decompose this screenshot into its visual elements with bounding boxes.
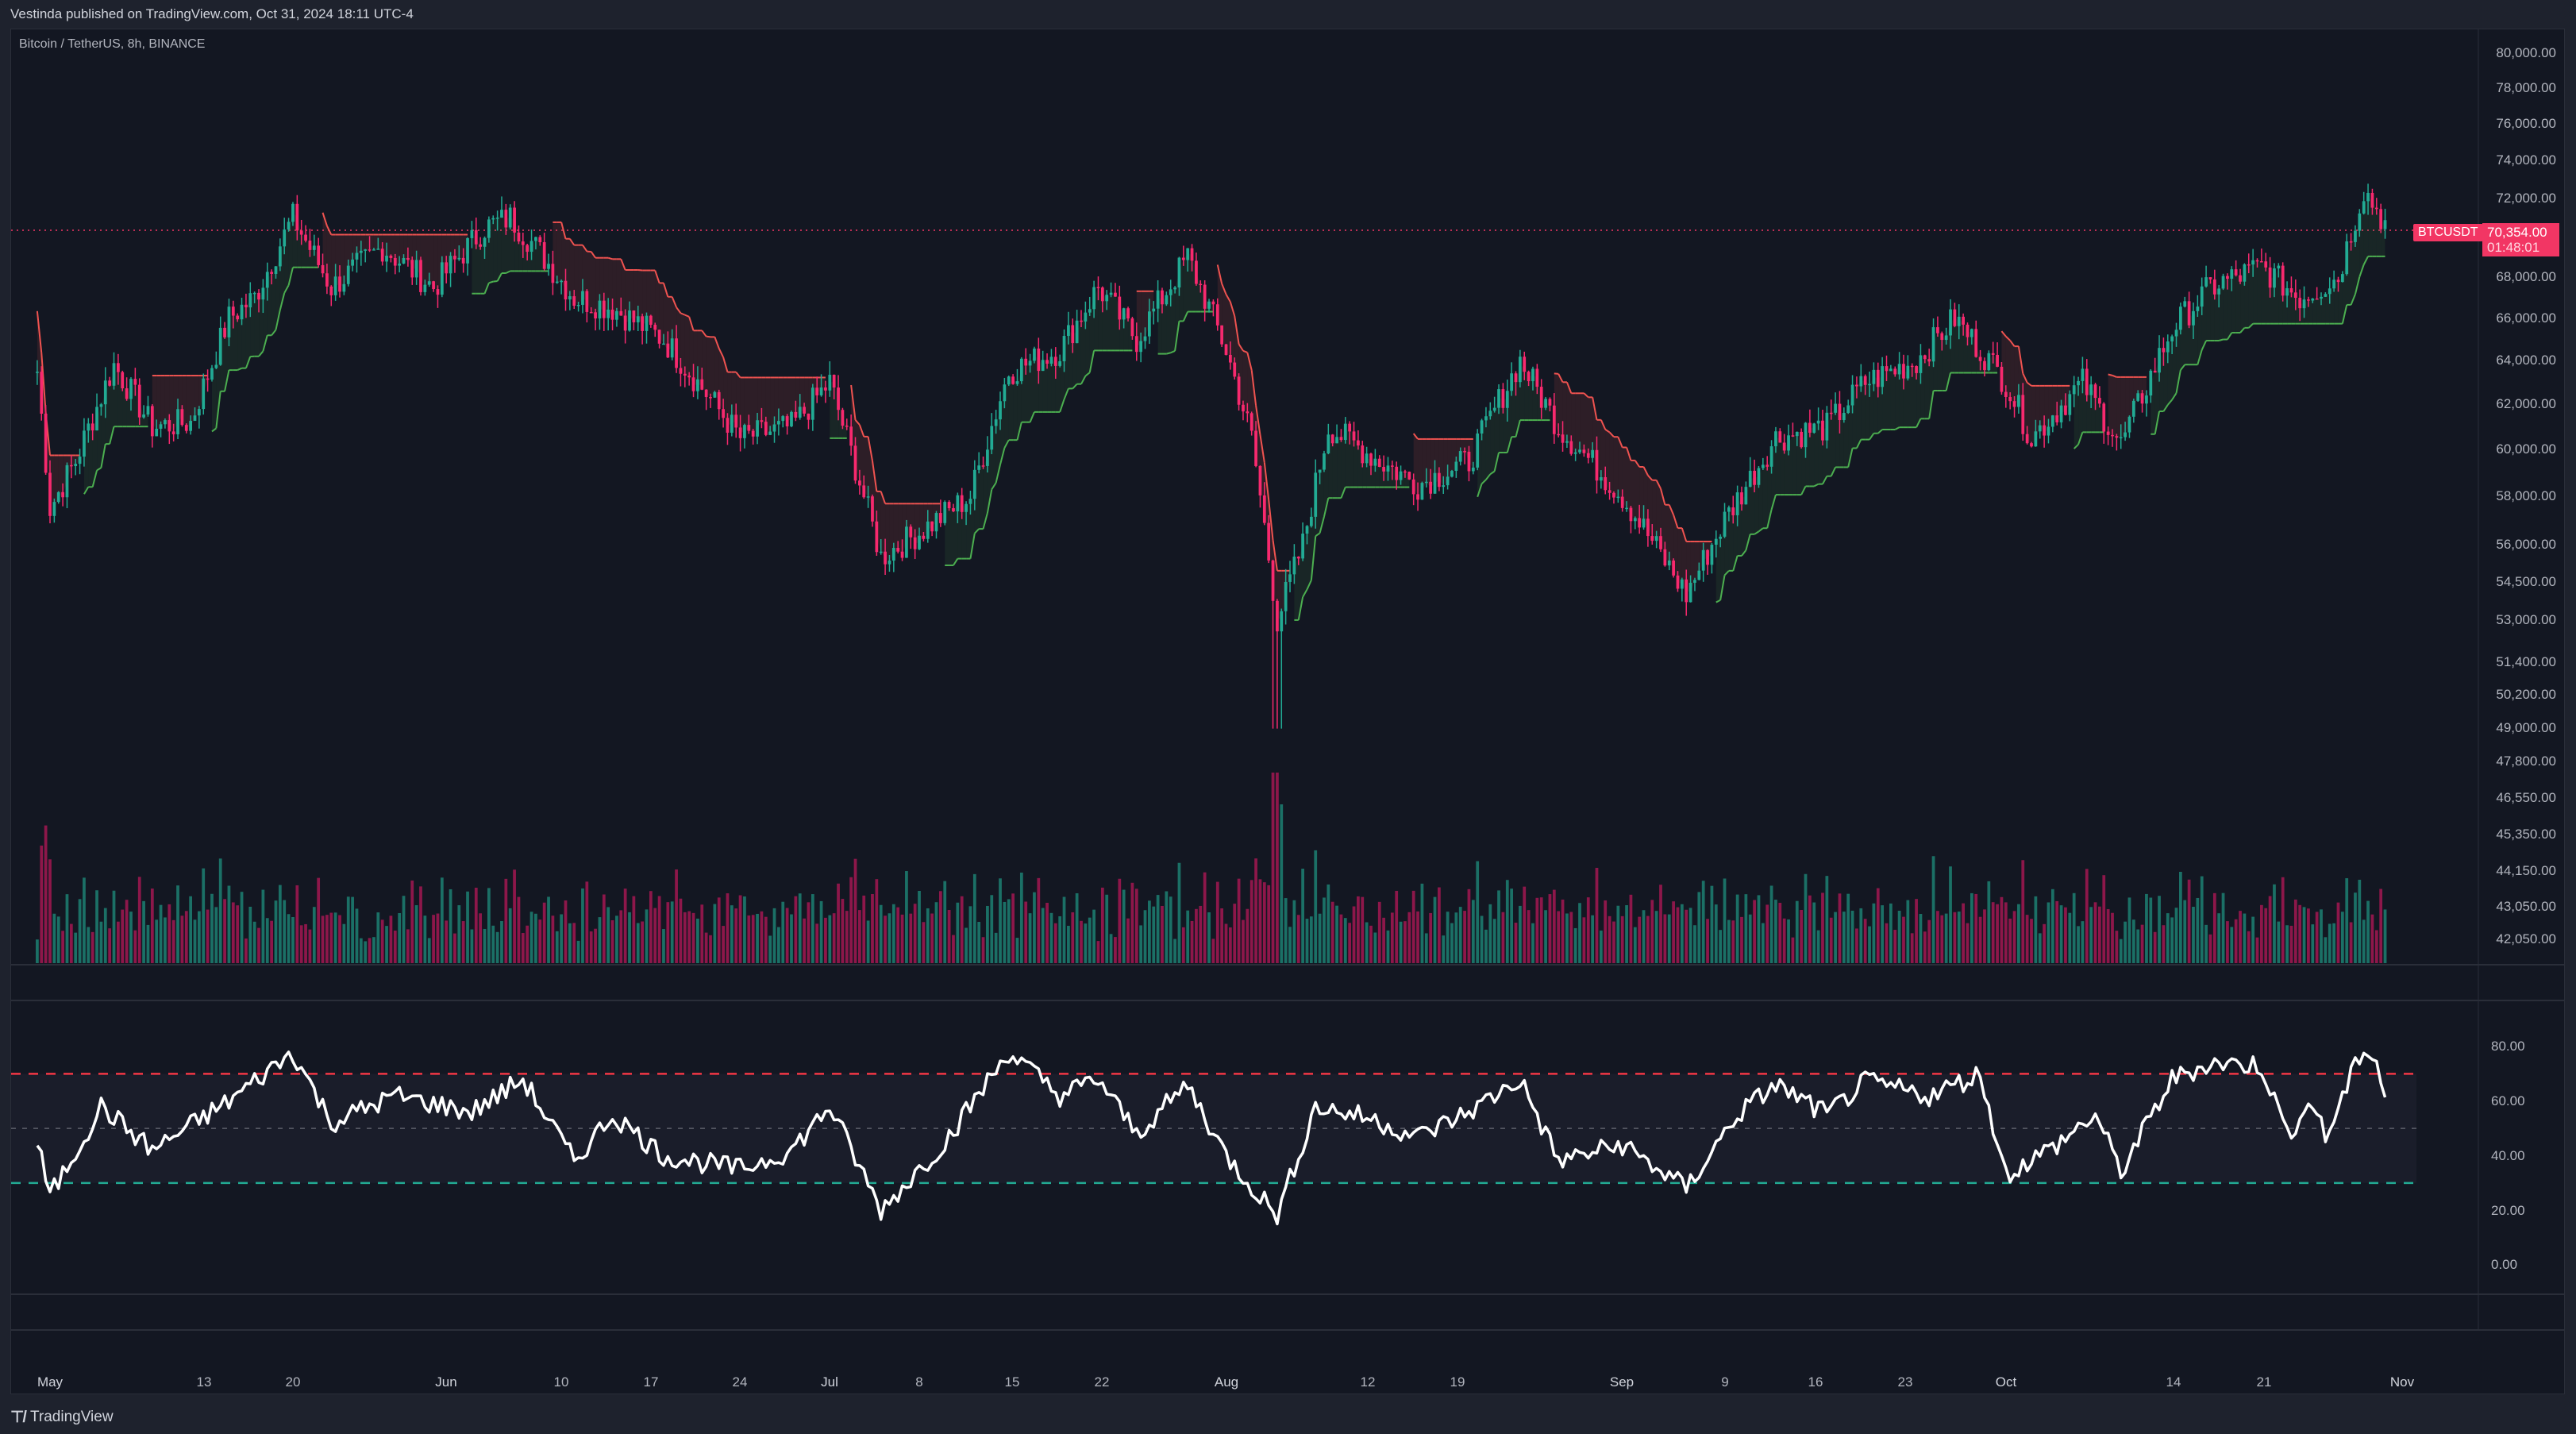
last-price-value: 70,354.00 xyxy=(2487,225,2547,240)
price-axis-label: 47,800.00 xyxy=(2496,754,2556,769)
price-axis-label: 42,050.00 xyxy=(2496,931,2556,946)
price-axis-label: 51,400.00 xyxy=(2496,654,2556,669)
time-axis-label: 8 xyxy=(915,1374,923,1390)
price-axis-label: 58,000.00 xyxy=(2496,488,2556,503)
time-axis-label: 20 xyxy=(285,1374,301,1390)
price-axis-label: 46,550.00 xyxy=(2496,790,2556,805)
time-axis-label: 14 xyxy=(2166,1374,2181,1390)
time-axis-label: 13 xyxy=(196,1374,212,1390)
price-axis-label: 62,000.00 xyxy=(2496,396,2556,411)
time-axis-label: Nov xyxy=(2389,1374,2415,1390)
tradingview-logo-icon: ⊤/ xyxy=(10,1409,27,1426)
price-axis-label: 50,200.00 xyxy=(2496,687,2556,702)
price-axis-label: 54,500.00 xyxy=(2496,574,2556,589)
rsi-axis-label: 0.00 xyxy=(2491,1257,2518,1272)
price-axis-label: 60,000.00 xyxy=(2496,441,2556,457)
price-axis-label: 64,000.00 xyxy=(2496,353,2556,368)
last-price-badge: 70,354.00 01:48:01 xyxy=(2482,223,2559,256)
time-axis-label: 10 xyxy=(553,1374,569,1390)
rsi-axis-label: 80.00 xyxy=(2491,1039,2525,1054)
price-axis-label: 44,150.00 xyxy=(2496,863,2556,878)
publisher-line: Vestinda published on TradingView.com, O… xyxy=(10,6,414,21)
price-axis-label: 74,000.00 xyxy=(2496,152,2556,168)
price-axis-label: 56,000.00 xyxy=(2496,537,2556,552)
rsi-axis-label: 20.00 xyxy=(2491,1203,2525,1218)
price-axis-label: 76,000.00 xyxy=(2496,116,2556,131)
time-axis-label: Jul xyxy=(821,1374,838,1390)
price-axis-label: 80,000.00 xyxy=(2496,45,2556,60)
time-axis-label: 9 xyxy=(1721,1374,1729,1390)
publish-header: Vestinda published on TradingView.com, O… xyxy=(0,0,2576,29)
time-axis-label: 23 xyxy=(1897,1374,1913,1390)
tradingview-logo[interactable]: ⊤/ TradingView xyxy=(10,1407,114,1427)
price-axis-label: 43,050.00 xyxy=(2496,899,2556,914)
bar-countdown: 01:48:01 xyxy=(2487,240,2540,255)
time-axis-label: 12 xyxy=(1360,1374,1376,1390)
price-axis-label: 49,000.00 xyxy=(2496,720,2556,735)
rsi-axis-label: 40.00 xyxy=(2491,1148,2525,1163)
time-axis-label: 21 xyxy=(2256,1374,2272,1390)
price-axis-label: 72,000.00 xyxy=(2496,191,2556,206)
symbol-badge: BTCUSDT xyxy=(2413,224,2483,241)
time-axis-label: 19 xyxy=(1450,1374,1465,1390)
time-axis-label: 16 xyxy=(1808,1374,1823,1390)
time-axis-label: 17 xyxy=(643,1374,659,1390)
rsi-axis-label: 60.00 xyxy=(2491,1093,2525,1108)
price-axis-label: 66,000.00 xyxy=(2496,310,2556,326)
time-axis-label: 15 xyxy=(1004,1374,1020,1390)
price-axis-label: 53,000.00 xyxy=(2496,612,2556,627)
time-axis-label: Sep xyxy=(1609,1374,1635,1390)
time-axis-label: May xyxy=(37,1374,64,1390)
time-axis-label: 24 xyxy=(732,1374,748,1390)
footer xyxy=(0,1394,2576,1434)
time-axis-label: 22 xyxy=(1094,1374,1110,1390)
time-axis-label: Oct xyxy=(1995,1374,2017,1390)
tradingview-brand: TradingView xyxy=(29,1408,114,1425)
price-axis-label: 45,350.00 xyxy=(2496,827,2556,842)
price-axis-label: 78,000.00 xyxy=(2496,80,2556,95)
price-axis-label: 68,000.00 xyxy=(2496,269,2556,284)
time-axis-label: Aug xyxy=(1214,1374,1239,1390)
time-axis-label: Jun xyxy=(435,1374,457,1390)
symbol-title: Bitcoin / TetherUS, 8h, BINANCE xyxy=(19,37,206,51)
